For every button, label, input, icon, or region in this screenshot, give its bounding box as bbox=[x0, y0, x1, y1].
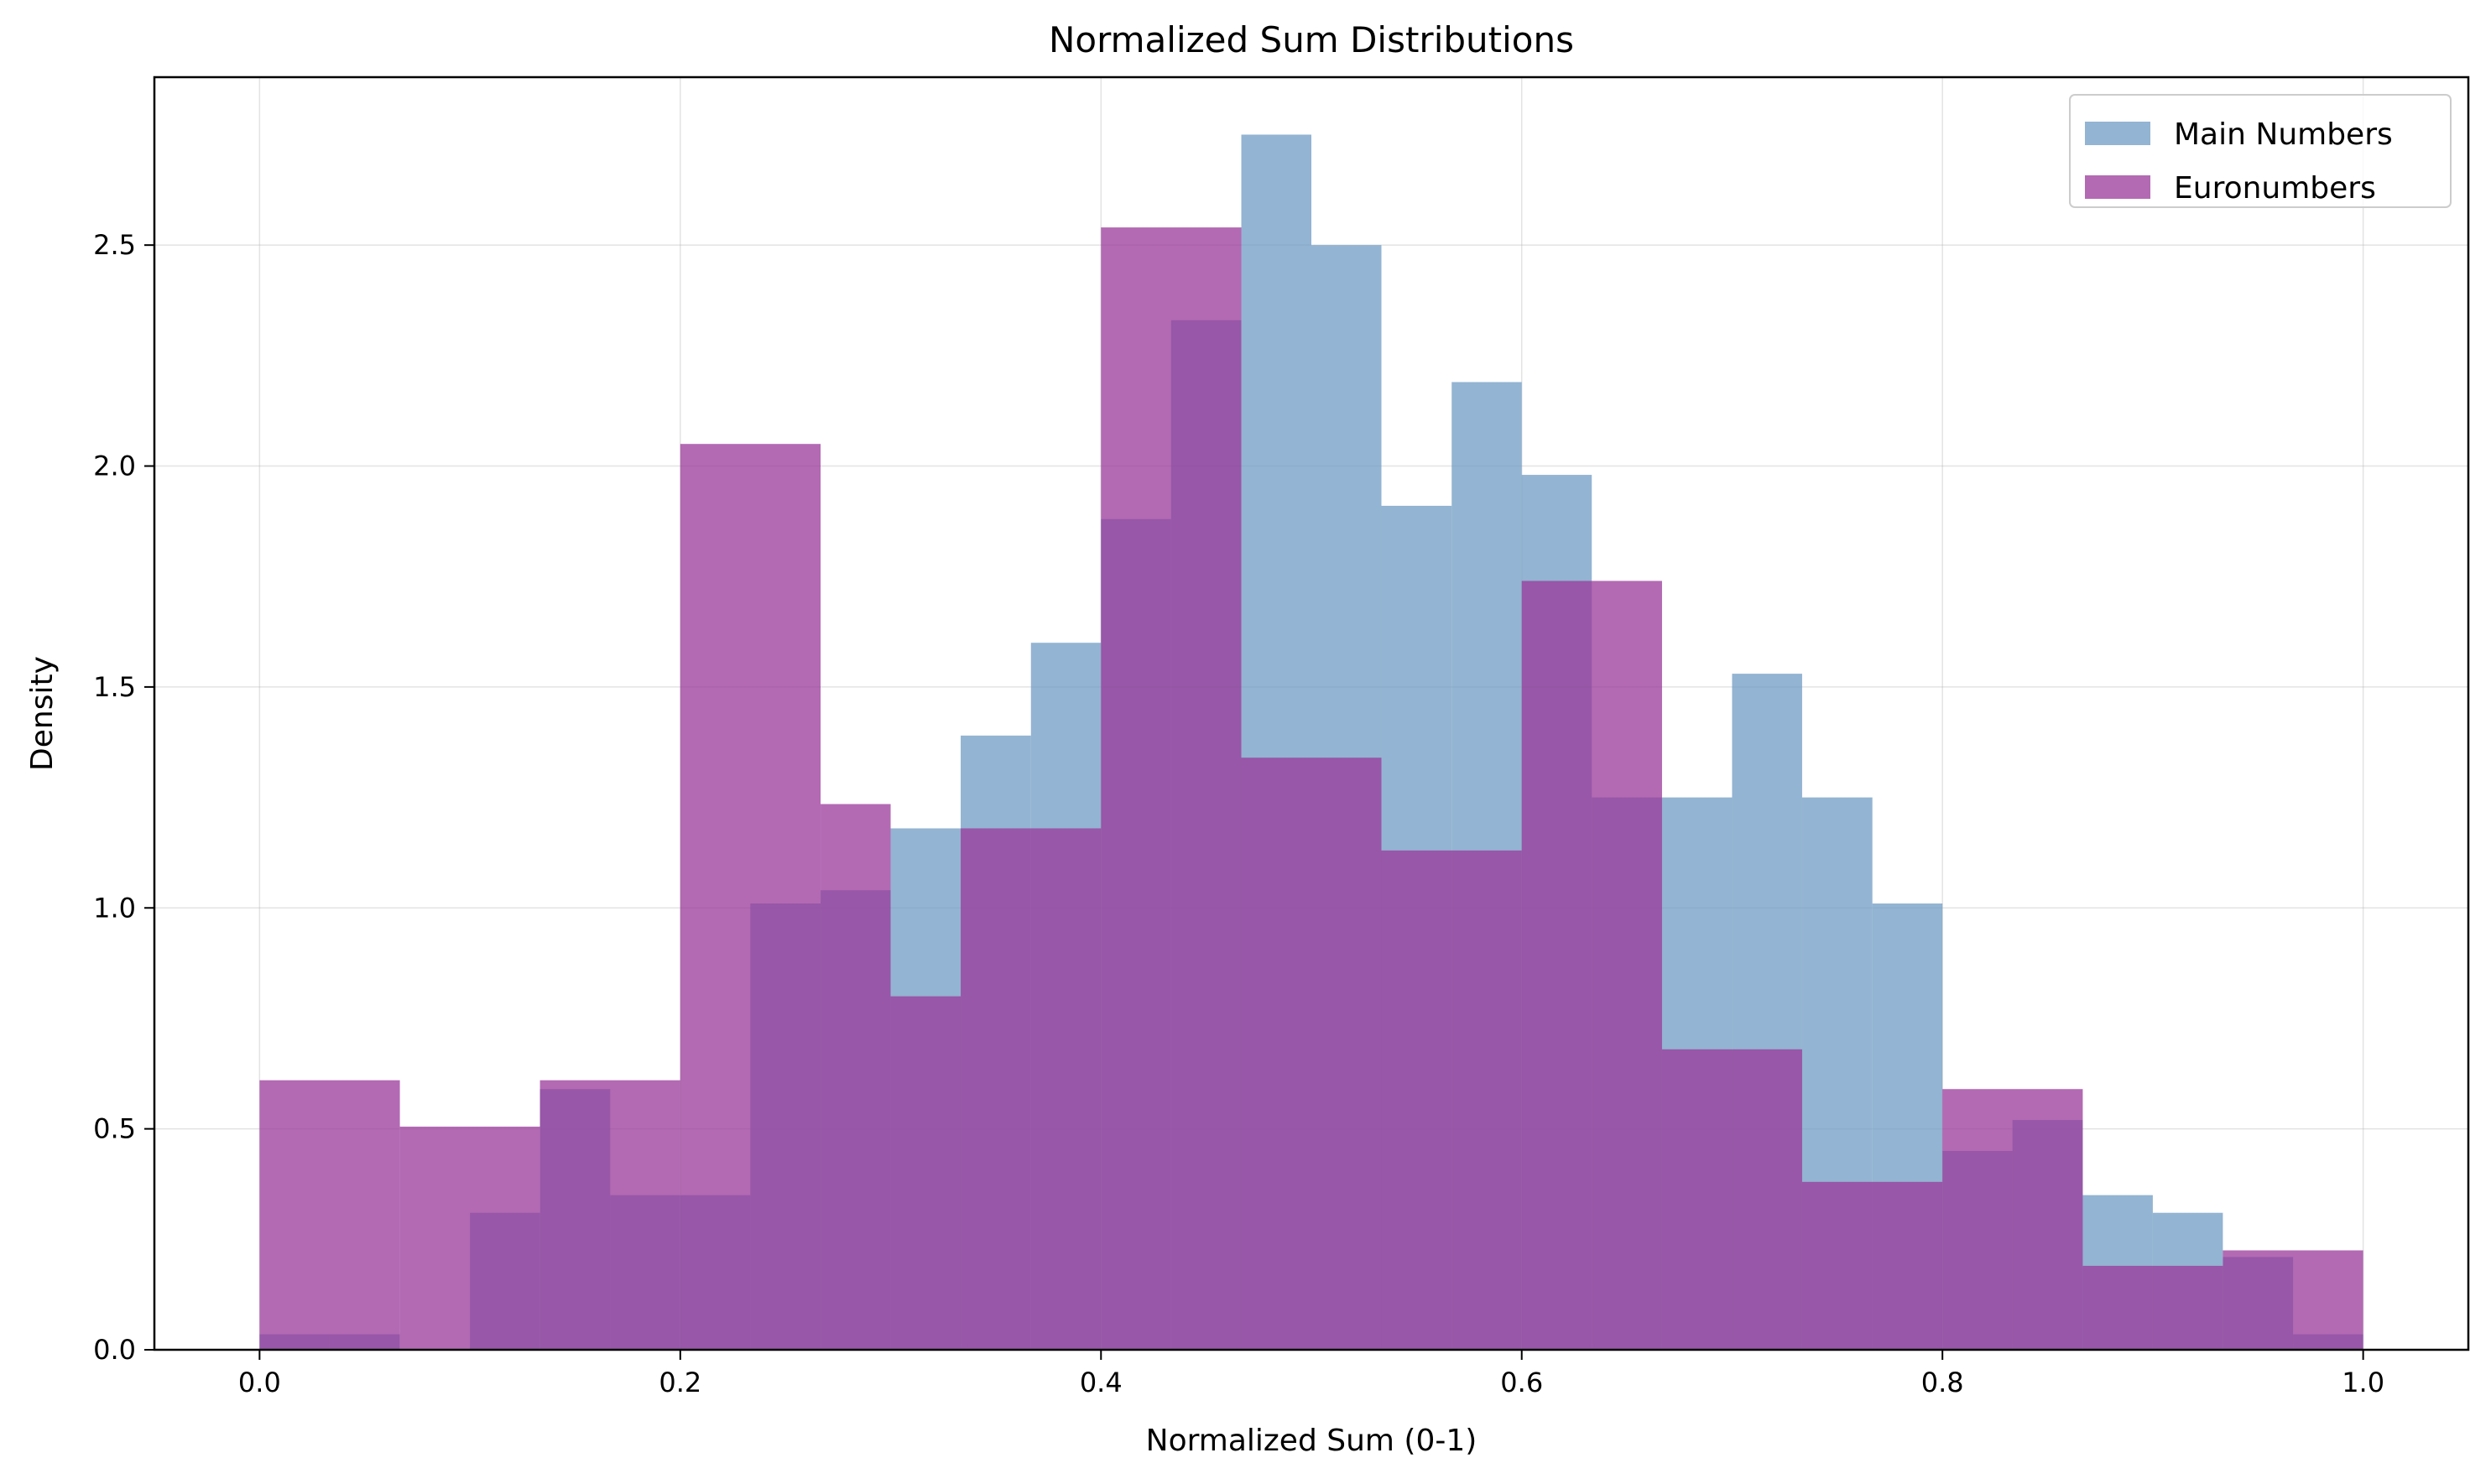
y-tick-label: 0.0 bbox=[93, 1334, 136, 1366]
x-tick-label: 0.2 bbox=[659, 1367, 701, 1398]
y-tick-label: 1.0 bbox=[93, 892, 136, 924]
histogram-bar bbox=[1381, 850, 1522, 1350]
y-tick-label: 2.0 bbox=[93, 450, 136, 482]
y-axis-label: Density bbox=[25, 656, 60, 771]
histogram-bar bbox=[1942, 1089, 2083, 1350]
histogram-bar bbox=[890, 996, 961, 1350]
x-tick-label: 0.6 bbox=[1500, 1367, 1543, 1398]
y-tick-label: 2.5 bbox=[93, 229, 136, 261]
histogram-bar bbox=[1801, 1181, 1943, 1350]
x-tick-label: 0.4 bbox=[1080, 1367, 1123, 1398]
legend-box bbox=[2069, 94, 2452, 208]
histogram-bar bbox=[539, 1080, 680, 1350]
x-tick-label: 0.8 bbox=[1921, 1367, 1964, 1398]
histogram-bar bbox=[1521, 581, 1662, 1350]
histogram-bar bbox=[1661, 1049, 1802, 1350]
series-1-bars bbox=[259, 227, 2363, 1351]
axis-ticks: 0.0 0.2 0.4 0.6 0.8 1.0 0.0 0.5 1.0 1.5 2.0 2.5 bbox=[93, 229, 2384, 1398]
x-tick-label: 1.0 bbox=[2342, 1367, 2384, 1398]
histogram-bar bbox=[680, 444, 821, 1351]
legend-swatch-1 bbox=[2085, 175, 2150, 199]
histogram-bar bbox=[2223, 1250, 2363, 1350]
histogram-bar bbox=[821, 804, 891, 1350]
bars bbox=[259, 134, 2363, 1351]
legend-label-1: Euronumbers bbox=[2174, 171, 2376, 206]
histogram-bar bbox=[1241, 758, 1382, 1350]
chart-title: Normalized Sum Distributions bbox=[1049, 19, 1574, 60]
histogram-bar bbox=[399, 1126, 540, 1350]
histogram-bar bbox=[961, 828, 1102, 1350]
x-axis-label: Normalized Sum (0-1) bbox=[1146, 1424, 1477, 1458]
y-tick-label: 0.5 bbox=[93, 1113, 136, 1145]
legend-label-0: Main Numbers bbox=[2174, 117, 2393, 152]
legend: Main Numbers Euronumbers bbox=[2069, 94, 2452, 208]
histogram-bar bbox=[1101, 227, 1242, 1350]
histogram-bar bbox=[259, 1080, 400, 1350]
legend-swatch-0 bbox=[2085, 122, 2150, 145]
plot-frame bbox=[153, 76, 2470, 1351]
histogram-bar bbox=[2082, 1265, 2223, 1350]
y-tick-label: 1.5 bbox=[93, 671, 136, 703]
x-tick-label: 0.0 bbox=[238, 1367, 281, 1398]
